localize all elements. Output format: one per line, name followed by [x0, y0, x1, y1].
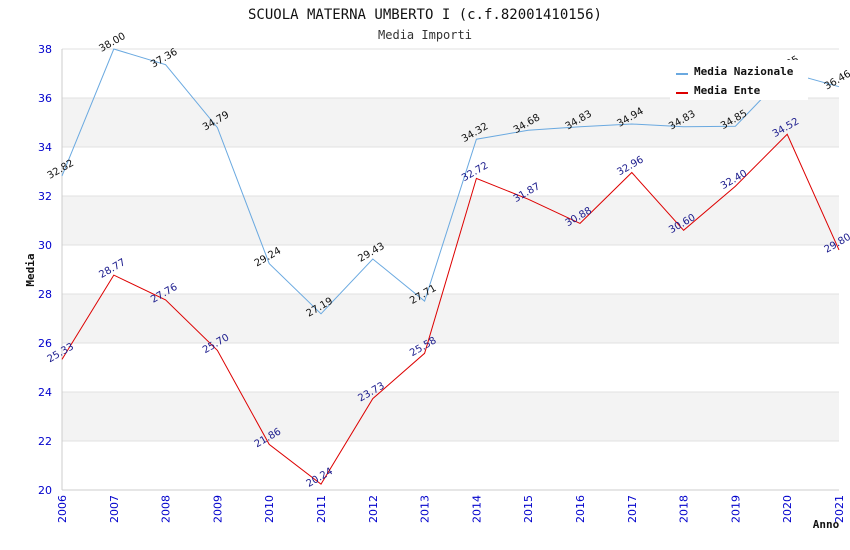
y-tick-label: 20: [38, 484, 52, 497]
grid-band: [62, 392, 839, 441]
x-tick-label: 2009: [211, 495, 224, 523]
y-tick-label: 30: [38, 239, 52, 252]
legend-label-media-ente: Media Ente: [694, 84, 761, 97]
grid-bands: [62, 49, 839, 490]
legend-label-media-nazionale: Media Nazionale: [694, 65, 794, 78]
grid-band: [62, 343, 839, 392]
legend-background: [670, 60, 808, 100]
x-tick-labels: 2006 2007 2008 2009 2010 2011 2012 2013 2014 2015…: [56, 495, 846, 523]
y-tick-label: 24: [38, 386, 52, 399]
y-axis-label: Media: [24, 253, 37, 286]
y-tick-label: 26: [38, 337, 52, 350]
x-tick-label: 2007: [108, 495, 121, 523]
y-tick-label: 28: [38, 288, 52, 301]
legend: Media Nazionale Media Ente: [670, 60, 808, 100]
x-tick-label: 2020: [781, 495, 794, 523]
series-line: [61, 133, 840, 485]
x-tick-label: 2013: [419, 495, 432, 523]
x-tick-label: 2006: [56, 495, 69, 523]
grid-band: [62, 441, 839, 490]
series-line: [61, 48, 840, 315]
x-tick-label: 2021: [833, 495, 846, 523]
chart-subtitle: Media Importi: [378, 28, 472, 42]
y-tick-labels: 20 22 24 26 28 30 32 34 36 38: [38, 43, 52, 497]
x-tick-label: 2010: [263, 495, 276, 523]
grid-band: [62, 147, 839, 196]
x-tick-label: 2008: [160, 495, 173, 523]
x-tick-label: 2017: [626, 495, 639, 523]
x-axis-label: Anno: [813, 518, 840, 531]
x-tick-label: 2011: [315, 495, 328, 523]
series-lines: [61, 48, 840, 485]
axes: [61, 49, 839, 491]
x-tick-label: 2018: [678, 495, 691, 523]
y-tick-label: 22: [38, 435, 52, 448]
x-tick-label: 2015: [522, 495, 535, 523]
grid-band: [62, 98, 839, 147]
y-tick-label: 32: [38, 190, 52, 203]
y-tick-label: 34: [38, 141, 52, 154]
x-tick-label: 2014: [470, 495, 483, 523]
x-tick-label: 2012: [367, 495, 380, 523]
y-tick-label: 36: [38, 92, 52, 105]
chart-title: SCUOLA MATERNA UMBERTO I (c.f.8200141015…: [248, 7, 602, 23]
x-tick-label: 2016: [574, 495, 587, 523]
y-tick-label: 38: [38, 43, 52, 56]
grid-band: [62, 294, 839, 343]
grid-band: [62, 245, 839, 294]
x-tick-label: 2019: [729, 495, 742, 523]
